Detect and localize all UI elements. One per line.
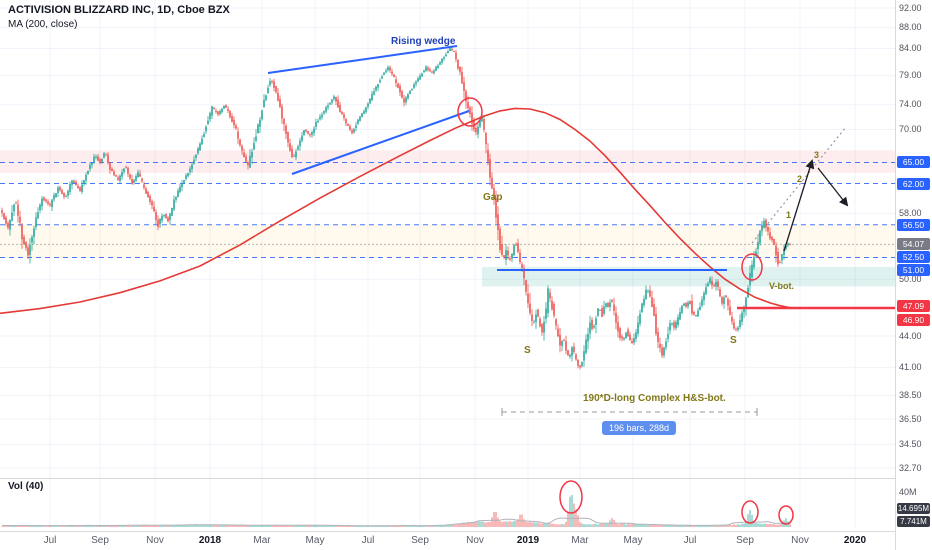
- indicator-legend[interactable]: MA (200, close): [8, 19, 78, 30]
- price-axis-label: 34.50: [899, 438, 922, 449]
- breakout-circle: [741, 253, 763, 281]
- candlestick-series: [1, 46, 791, 370]
- wedge-lower-trendline: [291, 110, 470, 175]
- pane-divider[interactable]: [0, 478, 932, 479]
- price-axis-label: 32.70: [899, 462, 922, 473]
- measure-badge[interactable]: 196 bars, 288d: [602, 421, 677, 435]
- volume-indicator-legend[interactable]: Vol (40): [8, 481, 44, 492]
- time-axis-label: Nov: [791, 535, 809, 546]
- ma-200-line[interactable]: [0, 107, 791, 315]
- right-shoulder-label[interactable]: S: [730, 335, 737, 346]
- time-axis-label: Jul: [361, 535, 375, 546]
- time-axis-label: Sep: [91, 535, 109, 546]
- highlight-bands: [0, 150, 895, 287]
- time-axis-label: May: [623, 535, 643, 546]
- gap-label[interactable]: Gap: [483, 192, 503, 203]
- volume-badge: 7.741M: [897, 516, 930, 527]
- price-badge: 47.09: [897, 300, 930, 312]
- wedge-upper-trendline: [267, 45, 458, 74]
- time-axis-label: Sep: [411, 535, 429, 546]
- volume-spike-circle-2: [741, 500, 759, 524]
- price-axis-label: 84.00: [899, 42, 922, 53]
- price-badge: 62.00: [897, 177, 930, 190]
- projection-arrow-down: [817, 167, 849, 207]
- price-axis-label: 50.00: [899, 273, 922, 284]
- breakdown-circle: [457, 97, 483, 127]
- price-axis[interactable]: 92.00 88.00 84.00 79.00 74.00 70.00 58.00 50.00…: [895, 0, 932, 550]
- rising-wedge-label[interactable]: Rising wedge: [391, 36, 456, 47]
- time-axis-label: Nov: [146, 535, 164, 546]
- price-axis-label: 41.00: [899, 361, 922, 372]
- time-axis-label: Jul: [43, 535, 57, 546]
- hs-bottom-label[interactable]: 190*D-long Complex H&S-bot.: [583, 393, 726, 404]
- time-axis-label: Mar: [253, 535, 271, 546]
- time-axis-label: Jul: [683, 535, 697, 546]
- volume-spike-circle-1: [559, 480, 583, 514]
- volume-series: [1, 495, 791, 527]
- user-drawings[interactable]: [267, 45, 895, 525]
- time-axis-label: 2019: [516, 535, 540, 546]
- time-axis[interactable]: Jul Sep Nov 2018 Mar May Jul Sep Nov 2019 Mar May Ju…: [0, 531, 895, 550]
- projection-point-3: 3: [814, 150, 820, 160]
- volume-spike-circle-3: [778, 505, 794, 525]
- projection-point-2: 2: [797, 174, 803, 184]
- price-axis-label: 70.00: [899, 124, 922, 135]
- time-axis-label: 2018: [198, 535, 222, 546]
- price-chart-canvas[interactable]: [0, 0, 895, 530]
- price-axis-label: 36.50: [899, 413, 922, 424]
- time-axis-label: Mar: [571, 535, 589, 546]
- price-axis-label: 58.00: [899, 207, 922, 218]
- price-badge: 46.90: [897, 314, 930, 326]
- volume-badge: 14.695M: [897, 503, 930, 514]
- horizontal-level-lines[interactable]: [0, 162, 895, 258]
- time-axis-label: Sep: [736, 535, 754, 546]
- price-axis-label: 74.00: [899, 99, 922, 110]
- time-axis-label: Nov: [466, 535, 484, 546]
- price-axis-label: 88.00: [899, 22, 922, 33]
- price-badge: 54.07: [897, 238, 930, 251]
- v-bottom-label[interactable]: V-bot.: [769, 281, 794, 291]
- price-axis-label: 92.00: [899, 2, 922, 13]
- left-shoulder-label[interactable]: S: [524, 345, 531, 356]
- grid-lines: [0, 0, 895, 528]
- projection-arrow-up: [783, 159, 815, 252]
- price-badge: 52.50: [897, 251, 930, 264]
- price-badge: 56.50: [897, 218, 930, 231]
- price-badge: 51.00: [897, 264, 930, 277]
- price-axis-label: 79.00: [899, 70, 922, 81]
- time-axis-label: May: [305, 535, 325, 546]
- symbol-legend[interactable]: ACTIVISION BLIZZARD INC, 1D, Cboe BZX: [8, 4, 230, 16]
- time-axis-label: 2020: [843, 535, 867, 546]
- volume-axis-label: 40M: [899, 487, 917, 497]
- price-axis-label: 38.50: [899, 389, 922, 400]
- price-badge: 65.00: [897, 156, 930, 169]
- projection-point-1: 1: [786, 210, 792, 220]
- price-axis-label: 44.00: [899, 330, 922, 341]
